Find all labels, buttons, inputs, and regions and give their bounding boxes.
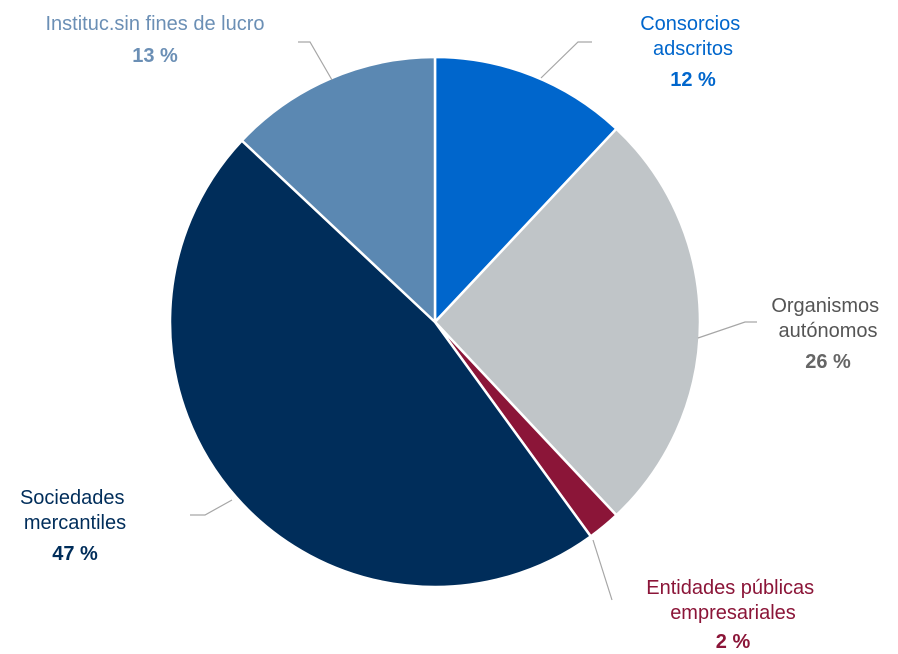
pie-slice [433, 55, 619, 326]
leader-line [592, 539, 613, 601]
value-label: 2 % [716, 631, 751, 653]
value-label: 47 % [52, 543, 98, 565]
value-label: 13 % [132, 45, 178, 67]
pie-slice [168, 138, 593, 589]
pie-slice [240, 55, 437, 325]
slice-label: Organismos autónomos [771, 295, 884, 342]
leader-line [540, 41, 592, 79]
value-label: 12 % [670, 69, 716, 91]
pie-slice [433, 127, 702, 517]
leader-line [697, 321, 757, 339]
leader-line [190, 499, 233, 516]
slice-label: Entidades públicas empresariales [646, 577, 819, 624]
slice-label: Sociedades mercantiles [20, 487, 130, 534]
value-label: 26 % [805, 351, 851, 373]
leader-line [298, 41, 333, 81]
slice-label: Consorcios adscritos [640, 13, 746, 60]
slice-label: Instituc.sin fines de lucro [46, 13, 265, 35]
